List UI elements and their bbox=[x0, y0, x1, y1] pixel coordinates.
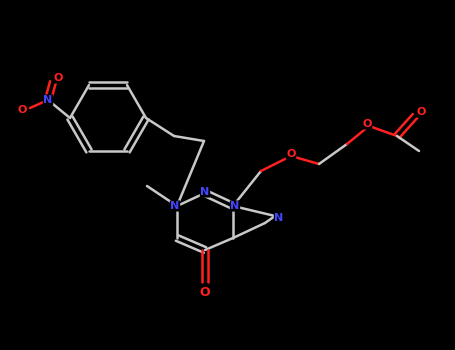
Text: N: N bbox=[43, 95, 53, 105]
Text: O: O bbox=[53, 73, 63, 83]
Text: O: O bbox=[200, 286, 210, 299]
Text: N: N bbox=[170, 201, 180, 211]
Text: O: O bbox=[416, 107, 426, 117]
Text: O: O bbox=[362, 119, 372, 129]
Text: N: N bbox=[230, 201, 240, 211]
Text: O: O bbox=[17, 105, 27, 115]
Text: O: O bbox=[286, 149, 296, 159]
Text: N: N bbox=[200, 187, 210, 197]
Text: N: N bbox=[274, 213, 283, 223]
